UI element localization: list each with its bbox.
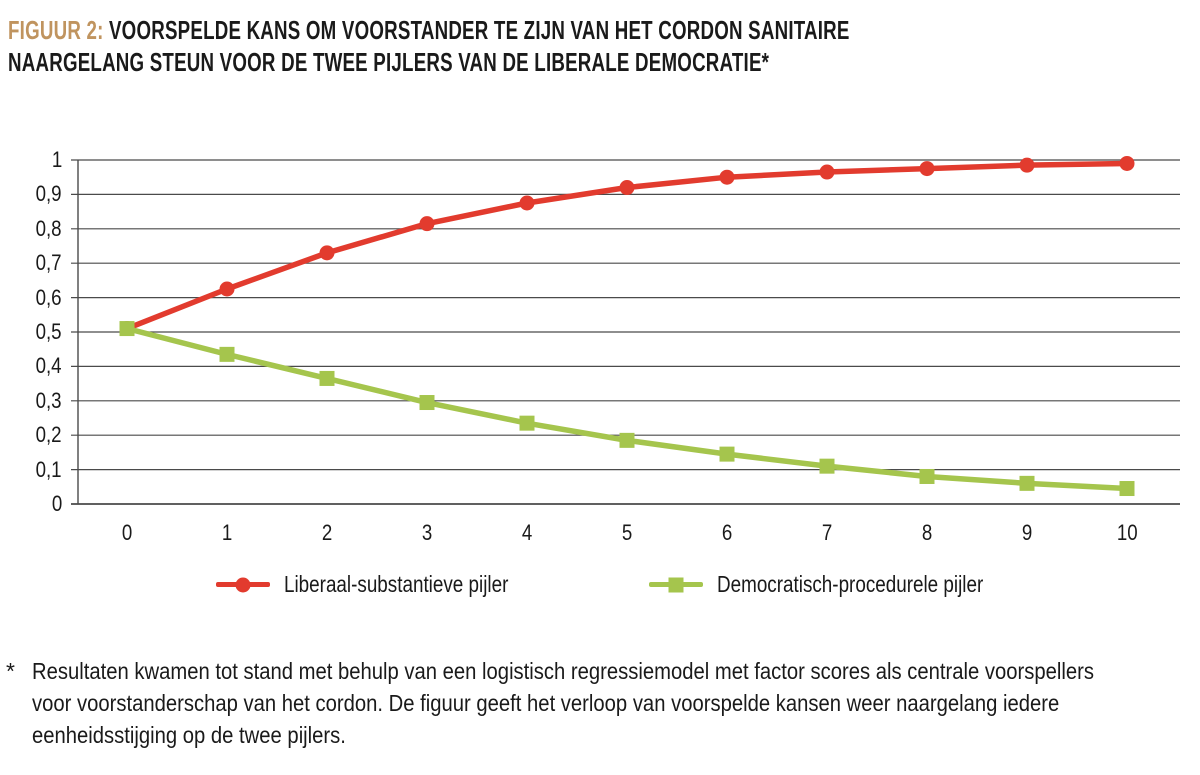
footnote-text: Resultaten kwamen tot stand met behulp v… (32, 655, 1200, 751)
plot-area (71, 155, 1180, 505)
x-tick-label: 8 (921, 520, 933, 545)
figure-title: FIGUUR 2: VOORSPELDE KANS OM VOORSTANDER… (8, 14, 1177, 78)
data-point (719, 169, 735, 185)
data-point (219, 346, 235, 362)
data-point (519, 415, 535, 431)
data-point (719, 446, 735, 462)
x-tick-label: 1 (221, 520, 233, 545)
x-tick-label: 10 (1116, 520, 1138, 545)
x-tick-label: 2 (321, 520, 333, 545)
data-point (919, 161, 935, 177)
y-tick-label: 0,9 (35, 181, 62, 207)
legend: Liberaal-substantieve pijler Democratisc… (78, 571, 1180, 598)
data-point (319, 245, 335, 261)
title-line2: NAARGELANG STEUN VOOR DE TWEE PIJLERS VA… (8, 47, 770, 77)
footnote-asterisk: * (6, 658, 15, 684)
footnote-line: voor voorstanderschap van het cordon. De… (32, 690, 1060, 716)
series-line-1 (124, 325, 1130, 492)
x-tick-label: 0 (121, 520, 133, 545)
data-point (119, 321, 135, 337)
x-tick-label: 6 (721, 520, 733, 545)
y-tick-label: 0,4 (35, 353, 62, 379)
data-point (819, 458, 835, 474)
data-point (1019, 475, 1035, 491)
legend-label: Democratisch-procedurele pijler (717, 571, 984, 597)
data-point (519, 195, 535, 211)
title-line1: VOORSPELDE KANS OM VOORSTANDER TE ZIJN V… (108, 15, 850, 45)
data-point (1019, 157, 1035, 173)
red-line-circle-marker (215, 577, 270, 592)
footnote-line: eenheidsstijging op de twee pijlers. (32, 722, 346, 748)
legend-label: Liberaal-substantieve pijler (283, 571, 509, 597)
y-tick-label: 0,3 (35, 387, 62, 413)
data-point (219, 281, 235, 297)
data-point (619, 180, 635, 196)
data-point (619, 432, 635, 448)
green-line-square-marker (649, 577, 704, 592)
y-tick-label: 0,5 (35, 319, 62, 344)
legend-item-liberaal-substantieve: Liberaal-substantieve pijler (215, 571, 558, 598)
footnote-line: Resultaten kwamen tot stand met behulp v… (32, 658, 1095, 684)
y-tick-label: 1 (51, 147, 62, 172)
legend-item-democratisch-procedurele: Democratisch-procedurele pijler (649, 571, 1042, 598)
x-tick-label: 3 (421, 520, 433, 545)
x-tick-label: 9 (1021, 520, 1033, 545)
footnote: * Resultaten kwamen tot stand met behulp… (6, 655, 1196, 751)
y-tick-label: 0,6 (35, 284, 62, 310)
data-point (419, 216, 435, 232)
figure-label: FIGUUR 2: (8, 15, 104, 45)
y-tick-label: 0,2 (35, 422, 62, 448)
y-tick-label: 0,7 (35, 250, 62, 276)
data-point (1119, 155, 1135, 171)
x-tick-label: 4 (521, 520, 533, 545)
data-point (419, 395, 435, 411)
y-tick-label: 0,1 (35, 456, 62, 482)
data-point (819, 164, 835, 180)
data-point (919, 468, 935, 484)
x-tick-label: 5 (621, 520, 633, 545)
data-point (1119, 481, 1135, 497)
data-point (319, 370, 335, 386)
y-tick-label: 0 (51, 491, 62, 516)
y-tick-label: 0,8 (35, 215, 62, 241)
x-tick-label: 7 (821, 520, 833, 545)
